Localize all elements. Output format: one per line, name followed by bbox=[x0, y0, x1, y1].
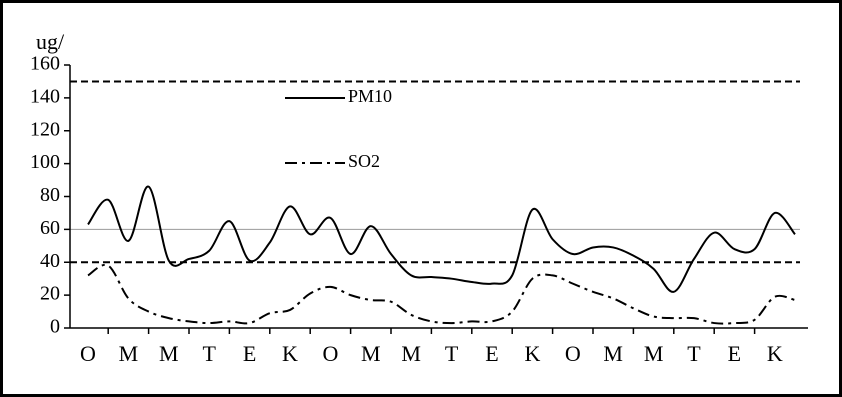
y-tick-label: 60 bbox=[40, 217, 60, 239]
x-tick-label: M bbox=[159, 341, 179, 366]
series-line bbox=[87, 185, 796, 293]
x-tick-label: O bbox=[565, 341, 581, 366]
x-tick-label: T bbox=[687, 341, 701, 366]
x-tick-label: M bbox=[401, 341, 421, 366]
x-tick-label: M bbox=[361, 341, 381, 366]
x-tick-label: O bbox=[80, 341, 96, 366]
legend-label: PM10 bbox=[348, 86, 392, 106]
y-tick-label: 160 bbox=[30, 53, 60, 75]
x-tick-label: E bbox=[485, 341, 498, 366]
y-tick-label: 0 bbox=[50, 316, 60, 338]
x-tick-label: E bbox=[243, 341, 256, 366]
x-tick-label: O bbox=[322, 341, 338, 366]
y-tick-label: 20 bbox=[40, 283, 60, 305]
x-tick-label: M bbox=[119, 341, 139, 366]
legend-label: SO2 bbox=[348, 151, 380, 171]
y-axis-label: ug/ bbox=[36, 29, 65, 54]
y-tick-label: 100 bbox=[30, 151, 60, 173]
x-tick-label: K bbox=[524, 341, 540, 366]
y-tick-label: 40 bbox=[40, 250, 60, 272]
x-tick-label: T bbox=[445, 341, 459, 366]
y-tick-label: 80 bbox=[40, 184, 60, 206]
x-tick-label: E bbox=[728, 341, 741, 366]
x-tick-label: M bbox=[603, 341, 623, 366]
x-tick-label: M bbox=[644, 341, 664, 366]
x-tick-label: K bbox=[282, 341, 298, 366]
y-tick-label: 140 bbox=[30, 85, 60, 107]
x-tick-label: K bbox=[767, 341, 783, 366]
x-tick-label: T bbox=[202, 341, 216, 366]
y-tick-label: 120 bbox=[30, 118, 60, 140]
